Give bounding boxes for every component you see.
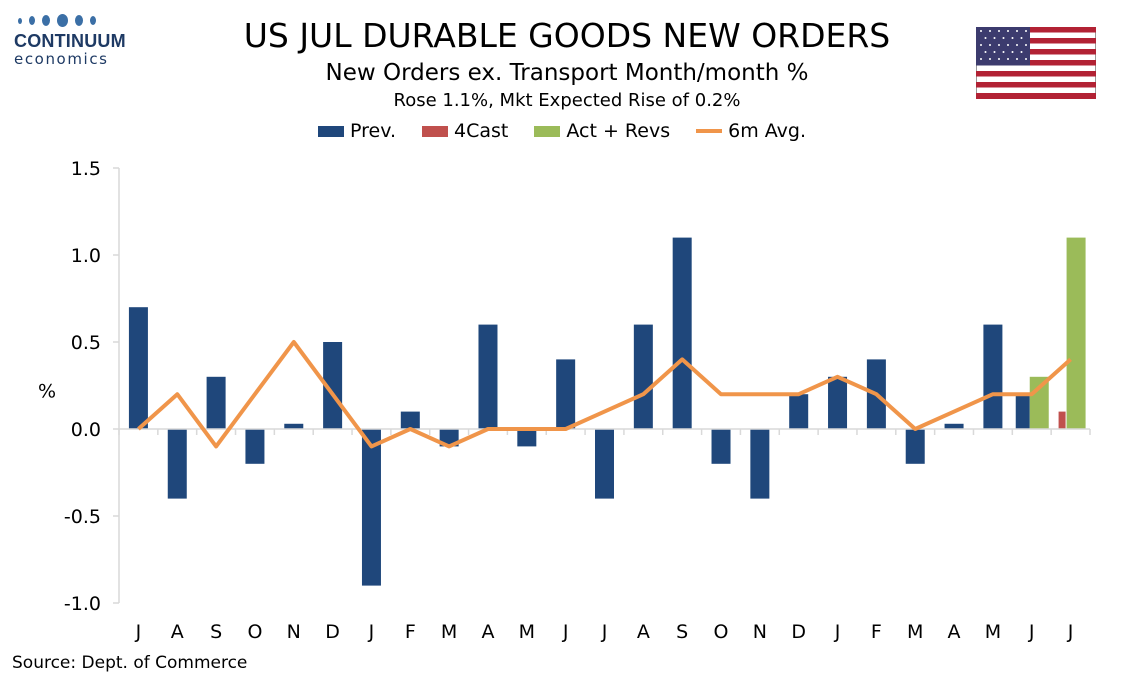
x-tick-label: A xyxy=(481,621,494,643)
bar-prev xyxy=(361,429,381,586)
legend-swatch-avg xyxy=(696,129,723,133)
x-tick-label: N xyxy=(753,621,767,643)
bar-prev xyxy=(478,324,498,429)
logo-name: CONTINUUM xyxy=(14,31,126,51)
bar-prev xyxy=(672,237,692,429)
bar-prev xyxy=(245,429,265,464)
x-tick-label: F xyxy=(871,621,882,643)
legend-label-4cast: 4Cast xyxy=(454,120,509,142)
bar-act-revs xyxy=(1066,237,1086,429)
y-tick-label: 1.0 xyxy=(71,245,101,267)
bar-prev xyxy=(595,429,614,499)
bar-prev xyxy=(944,423,964,429)
legend-item-prev: Prev. xyxy=(318,120,396,142)
avg-line xyxy=(137,340,1072,449)
bar-prev xyxy=(633,324,653,429)
x-tick-label: A xyxy=(948,621,961,643)
bar-4cast xyxy=(1058,411,1066,429)
chart-title: US JUL DURABLE GOODS NEW ORDERS xyxy=(243,16,891,55)
bar-prev xyxy=(284,423,304,429)
x-tick-label: N xyxy=(287,621,301,643)
legend-swatch-4cast xyxy=(422,125,449,137)
bar-prev xyxy=(711,429,731,464)
bar-prev xyxy=(750,429,770,499)
logo-dots-icon xyxy=(18,14,139,27)
x-tick-label: M xyxy=(985,621,1001,643)
legend-label-avg: 6m Avg. xyxy=(728,120,806,142)
bar-line-chart: 1.5 1.0 0.5 0.0 -0.5 -1.0% J A S O N D J F M A M J J A S O N D J… xyxy=(38,158,1091,643)
x-tick-label: J xyxy=(601,621,608,643)
legend-item-avg: 6m Avg. xyxy=(696,120,806,142)
legend-swatch-act xyxy=(534,125,561,137)
x-tick-label: S xyxy=(210,621,222,643)
x-tick-label: J xyxy=(1028,621,1035,643)
chart-subtitle: New Orders ex. Transport Month/month % xyxy=(325,60,809,86)
bar-prev xyxy=(556,359,576,429)
legend-label-prev: Prev. xyxy=(350,120,397,142)
bar-prev xyxy=(517,429,537,447)
x-tick-label: D xyxy=(325,621,340,643)
chart-subtitle-2: Rose 1.1%, Mkt Expected Rise of 0.2% xyxy=(393,90,741,111)
x-tick-label: O xyxy=(247,621,262,643)
y-tick-label: 0.5 xyxy=(71,332,101,354)
x-tick-label: J xyxy=(368,621,375,643)
x-tick-label: M xyxy=(907,621,923,643)
y-tick-label: 1.5 xyxy=(71,158,101,180)
bar-prev xyxy=(128,307,148,429)
bar-prev xyxy=(323,342,343,429)
y-tick-label: -0.5 xyxy=(64,506,101,528)
x-tick-label: J xyxy=(135,621,142,643)
legend-item-act: Act + Revs xyxy=(534,120,670,142)
bar-prev xyxy=(1015,394,1030,429)
y-tick-label: 0.0 xyxy=(71,419,101,441)
x-tick-label: J xyxy=(562,621,569,643)
x-tick-label: A xyxy=(637,621,650,643)
bar-prev xyxy=(206,376,226,429)
us-flag-icon xyxy=(976,27,1096,99)
legend-label-act: Act + Revs xyxy=(566,120,671,142)
x-tick-label: J xyxy=(834,621,841,643)
x-tick-label: M xyxy=(441,621,457,643)
x-tick-label: A xyxy=(171,621,184,643)
chart-legend: Prev. 4Cast Act + Revs 6m Avg. xyxy=(318,120,832,142)
bar-prev xyxy=(828,376,848,429)
logo-subtitle: economics xyxy=(14,50,109,68)
x-tick-label: M xyxy=(519,621,535,643)
x-tick-label: J xyxy=(1067,621,1074,643)
x-tick-label: F xyxy=(405,621,416,643)
y-tick-label: -1.0 xyxy=(64,593,101,615)
continuum-logo: CONTINUUM economics xyxy=(14,14,139,74)
x-tick-label: D xyxy=(791,621,806,643)
bar-act-revs xyxy=(1029,376,1049,429)
bar-prev xyxy=(439,429,459,447)
legend-swatch-prev xyxy=(318,125,344,137)
bar-prev xyxy=(983,324,1003,429)
x-tick-label: S xyxy=(676,621,688,643)
bar-prev xyxy=(400,411,420,429)
bar-prev xyxy=(905,429,925,464)
legend-item-4cast: 4Cast xyxy=(422,120,508,142)
bar-prev xyxy=(789,394,809,429)
x-tick-label: O xyxy=(714,621,729,643)
y-axis-label: % xyxy=(38,381,56,403)
source-note: Source: Dept. of Commerce xyxy=(12,653,248,673)
bar-prev xyxy=(167,429,187,499)
